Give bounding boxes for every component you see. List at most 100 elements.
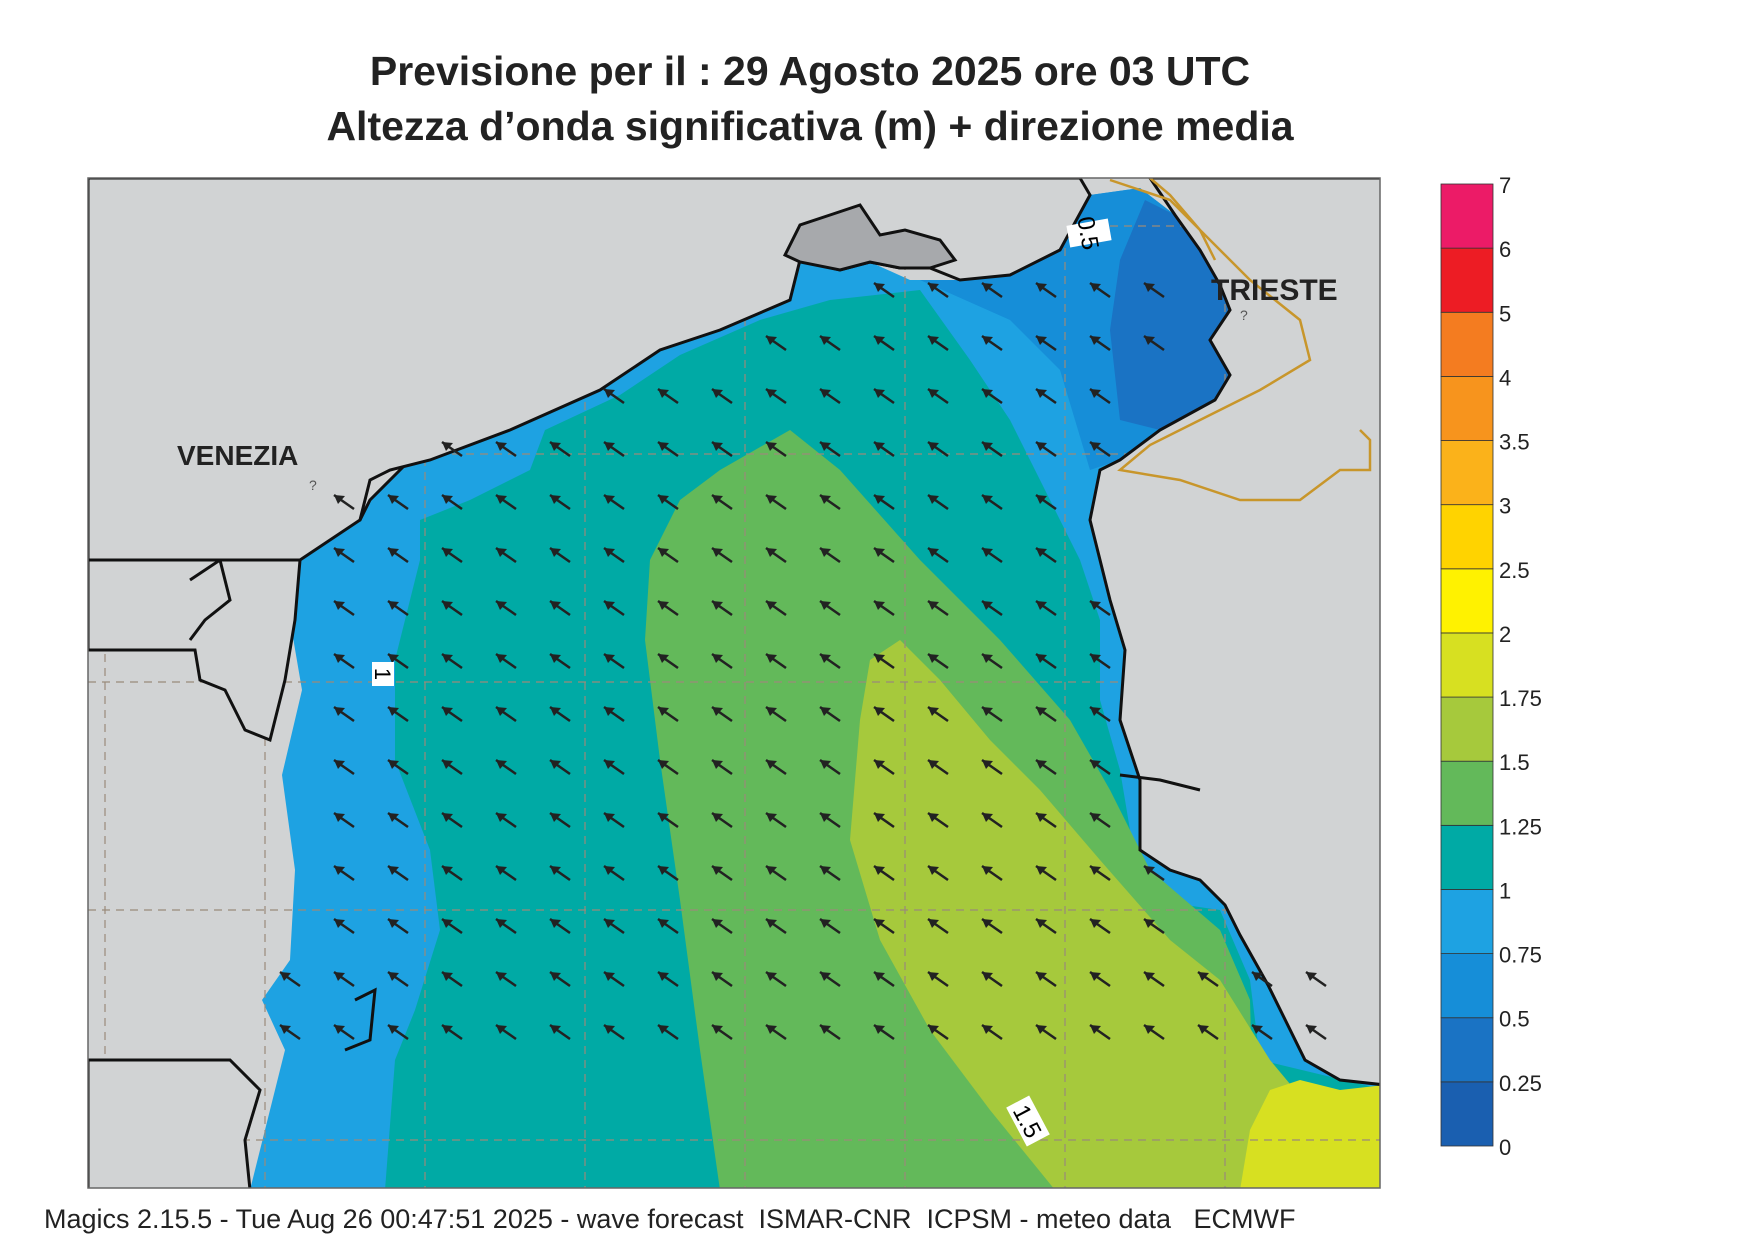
wave-direction-arrowhead [442, 1025, 453, 1034]
chioggia-spit [344, 987, 377, 1052]
wave-direction-arrowhead [928, 707, 939, 716]
wave-direction-arrowhead [928, 866, 939, 875]
wave-direction-arrowhead [874, 495, 885, 504]
wave-direction-arrowhead [820, 919, 831, 928]
wave-direction-arrowhead [1036, 972, 1047, 981]
wave-direction-arrowhead [928, 760, 939, 769]
wave-direction-arrowhead [442, 601, 453, 610]
wave-direction-arrowhead [928, 813, 939, 822]
wave-direction-arrowhead [928, 548, 939, 557]
legend-tick-label: 5 [1499, 301, 1511, 326]
wave-direction-arrowhead [874, 813, 885, 822]
wave-direction-arrowhead [496, 442, 507, 451]
wave-direction-arrowhead [1090, 919, 1101, 928]
wave-direction-arrowhead [388, 919, 399, 928]
wave-direction-arrowhead [928, 1025, 939, 1034]
wave-direction-arrowhead [1090, 283, 1101, 292]
legend-swatch [1440, 183, 1494, 249]
wave-direction-arrowhead [1036, 601, 1047, 610]
wave-direction-arrowhead [334, 601, 345, 610]
wave-direction-arrowhead [388, 813, 399, 822]
wave-direction-arrowhead [658, 1025, 669, 1034]
wave-direction-arrowhead [604, 1025, 615, 1034]
venezia-marker: ? [309, 477, 317, 493]
footer-credits: Magics 2.15.5 - Tue Aug 26 00:47:51 2025… [44, 1204, 1296, 1234]
wave-direction-arrowhead [712, 654, 723, 663]
legend-swatch [1440, 632, 1494, 698]
wave-direction-arrowhead [1144, 919, 1155, 928]
wave-direction-arrowhead [1144, 1025, 1155, 1034]
legend-swatch [1440, 953, 1494, 1019]
wave-direction-arrowhead [1090, 601, 1101, 610]
wave-direction-arrowhead [496, 866, 507, 875]
wave-direction-arrowhead [334, 654, 345, 663]
wave-direction-arrowhead [820, 972, 831, 981]
wave-direction-arrowhead [1036, 389, 1047, 398]
wave-direction-arrowhead [1144, 336, 1155, 345]
wave-direction-arrowhead [766, 389, 777, 398]
legend-swatch [1440, 311, 1494, 377]
wave-direction-arrowhead [334, 495, 345, 504]
border-line [1109, 178, 1372, 502]
wave-direction-arrowhead [550, 707, 561, 716]
wave-direction-arrowhead [496, 707, 507, 716]
legend-swatch [1440, 1017, 1494, 1083]
wave-direction-arrowhead [550, 972, 561, 981]
wave-direction-arrowhead [1306, 972, 1317, 981]
wave-direction-arrowhead [604, 707, 615, 716]
wave-direction-arrowhead [820, 654, 831, 663]
wave-direction-arrowhead [766, 442, 777, 451]
wave-direction-arrowhead [1090, 707, 1101, 716]
wave-direction-arrowhead [1144, 866, 1155, 875]
wave-direction-arrowhead [874, 707, 885, 716]
wave-direction-arrowhead [1252, 972, 1263, 981]
wave-direction-arrowhead [658, 654, 669, 663]
sea-zone-15-175 [850, 640, 1380, 1188]
wave-direction-arrowhead [982, 707, 993, 716]
wave-direction-arrowhead [1090, 972, 1101, 981]
wave-direction-arrowhead [820, 495, 831, 504]
wave-direction-arrowhead [388, 601, 399, 610]
wave-direction-arrowhead [442, 548, 453, 557]
wave-direction-arrowhead [334, 707, 345, 716]
wave-direction-arrowhead [928, 389, 939, 398]
wave-direction-arrowhead [442, 866, 453, 875]
city-label-venezia: VENEZIA [177, 440, 298, 471]
wave-direction-arrowhead [388, 495, 399, 504]
wave-direction-arrowhead [766, 760, 777, 769]
wave-direction-arrowhead [712, 866, 723, 875]
wave-direction-arrowhead [550, 760, 561, 769]
wave-direction-arrowhead [766, 813, 777, 822]
istria-land [1088, 178, 1380, 1086]
wave-direction-arrowhead [1036, 548, 1047, 557]
wave-direction-arrowhead [1036, 654, 1047, 663]
wave-direction-arrowhead [874, 654, 885, 663]
wave-direction-arrowhead [766, 972, 777, 981]
legend-tick-label: 0.75 [1499, 943, 1542, 968]
wave-direction-arrowhead [712, 389, 723, 398]
wave-direction-arrowhead [658, 760, 669, 769]
wave-direction-arrowhead [442, 760, 453, 769]
wave-direction-arrowhead [928, 495, 939, 504]
forecast-date-title: Previsione per il : 29 Agosto 2025 ore 0… [369, 48, 1251, 94]
wave-direction-arrowhead [712, 442, 723, 451]
map-area: 0.5 1 1.5 ? ? [88, 178, 1380, 1188]
wave-direction-arrowhead [820, 389, 831, 398]
legend-tick-label: 2 [1499, 622, 1511, 647]
parameter-title: Altezza d’onda significativa (m) + direz… [326, 103, 1294, 149]
contour-label-05: 0.5 [1066, 214, 1112, 252]
wave-direction-arrowhead [820, 707, 831, 716]
wave-direction-arrowhead [820, 548, 831, 557]
wave-direction-arrowhead [874, 389, 885, 398]
wave-direction-arrowhead [1036, 283, 1047, 292]
legend-swatch [1440, 247, 1494, 313]
legend-tick-label: 0 [1499, 1135, 1511, 1160]
svg-text:1: 1 [370, 668, 395, 680]
legend-tick-label: 7 [1499, 173, 1511, 198]
wave-direction-arrowhead [712, 972, 723, 981]
wave-direction-arrowhead [604, 919, 615, 928]
grado-islands [782, 203, 958, 272]
wave-direction-arrowhead [712, 919, 723, 928]
wave-direction-arrowhead [982, 813, 993, 822]
wave-direction-arrowhead [766, 548, 777, 557]
